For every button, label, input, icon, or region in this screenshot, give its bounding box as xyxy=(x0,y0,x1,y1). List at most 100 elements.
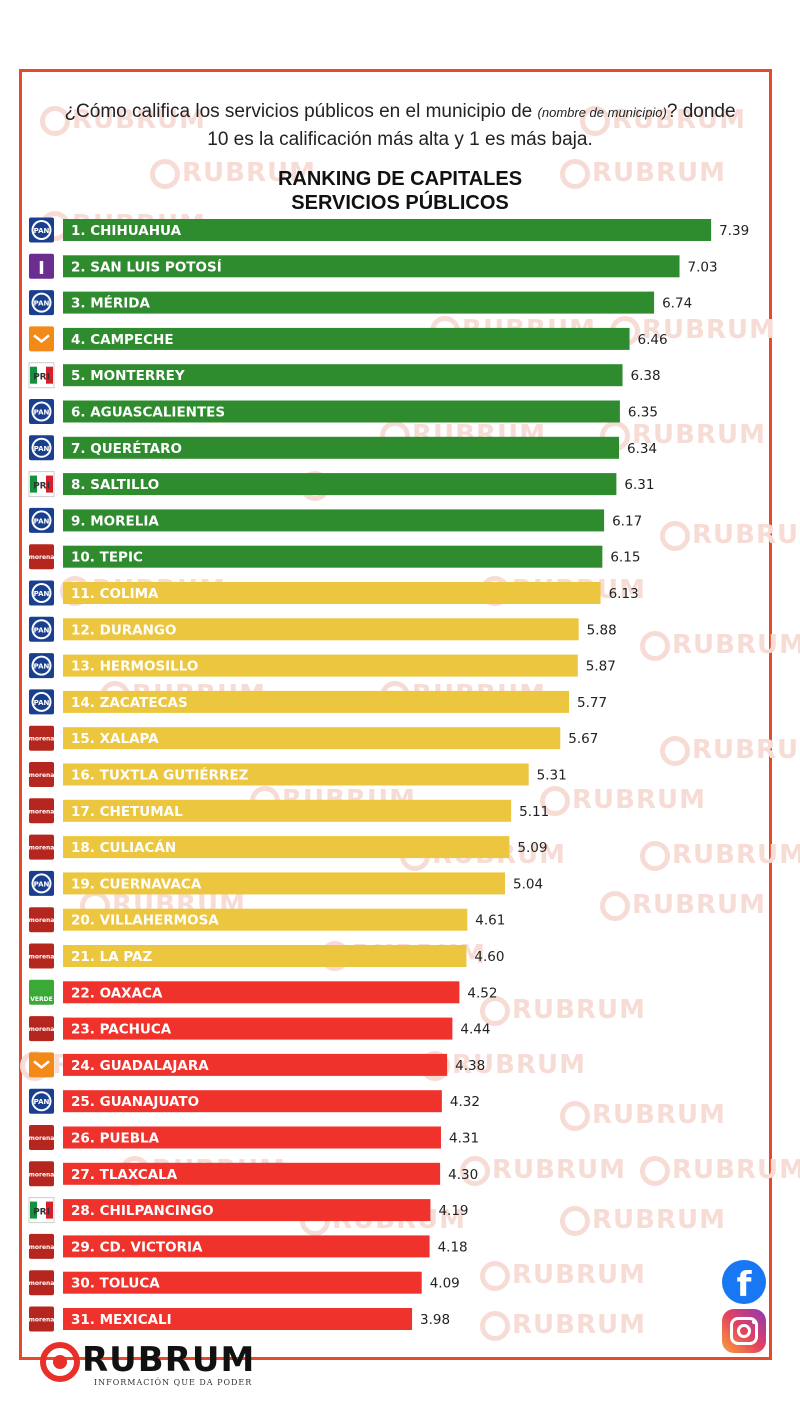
pan-logo-core xyxy=(33,621,50,638)
ranking-row: PAN 25. GUANAJUATO 4.32 xyxy=(29,1088,480,1114)
bar-category-label: 23. PACHUCA xyxy=(71,1022,172,1038)
bar-value-label: 6.35 xyxy=(628,405,658,421)
bar-category-label: 18. CULIACÁN xyxy=(71,839,176,856)
bar-value-label: 6.17 xyxy=(612,513,642,529)
bar-value-label: 6.46 xyxy=(638,332,668,348)
pan-logo-core xyxy=(33,403,50,420)
watermark-text: RUBRUM xyxy=(600,890,766,921)
bar-17 xyxy=(63,799,512,822)
watermark-ring-icon xyxy=(580,105,610,136)
bar-value-label: 6.38 xyxy=(631,368,661,384)
ranking-row: PAN 3. MÉRIDA 6.74 xyxy=(29,290,692,316)
morena-logo-text: morena xyxy=(29,1317,55,1324)
ranking-row: morena 10. TEPIC 6.15 xyxy=(29,544,640,570)
morena-logo-icon xyxy=(29,943,54,969)
pan-logo-core xyxy=(33,439,50,456)
survey-question: ¿Cómo califica los servicios públicos en… xyxy=(60,98,740,153)
brand-tagline: INFORMACIÓN QUE DA PODER xyxy=(94,1378,253,1387)
pri-logo-red xyxy=(46,1201,53,1219)
bar-category-label: 15. XALAPA xyxy=(71,731,159,747)
watermark-ring-icon xyxy=(460,1155,490,1186)
pan-logo-core xyxy=(33,294,50,311)
ranking-row: morena 20. VILLAHERMOSA 4.61 xyxy=(29,907,505,933)
bar-8 xyxy=(63,473,617,496)
watermark-text: RUBRUM xyxy=(40,105,206,136)
bar-value-label: 6.34 xyxy=(627,441,657,457)
pri-logo-green xyxy=(30,1201,37,1219)
bar-value-label: 5.87 xyxy=(586,659,616,675)
pan-logo-core xyxy=(33,875,50,892)
bar-value-label: 6.13 xyxy=(609,586,639,602)
bar-value-label: 7.39 xyxy=(719,223,749,239)
morena-logo-text: morena xyxy=(29,845,55,852)
bar-13 xyxy=(63,654,578,677)
watermark-ring-icon xyxy=(540,785,570,816)
watermark-text: RUBRUM xyxy=(150,158,316,189)
facebook-icon[interactable]: f xyxy=(722,1260,766,1304)
morena-logo-icon xyxy=(29,1161,54,1187)
morena-logo-icon xyxy=(29,1306,54,1332)
bar-category-label: 13. HERMOSILLO xyxy=(71,659,198,675)
bar-value-label: 5.11 xyxy=(519,804,549,820)
ranking-row: morena 17. CHETUMAL 5.11 xyxy=(29,798,549,824)
verde-logo-icon xyxy=(29,979,54,1005)
morena-logo-text: morena xyxy=(29,1280,55,1287)
watermark-ring-icon xyxy=(640,840,670,871)
watermark-text: RUBRUM xyxy=(480,1260,646,1291)
watermark-label: RUBRUM xyxy=(632,890,766,920)
watermark-ring-icon xyxy=(560,1100,590,1131)
bar-15 xyxy=(63,727,561,750)
watermark-ring-icon xyxy=(40,105,70,136)
bar-28 xyxy=(63,1199,431,1222)
watermark-label: RUBRUM xyxy=(512,995,646,1025)
bar-value-label: 5.67 xyxy=(568,731,598,747)
pri-logo-red xyxy=(46,475,53,493)
bar-22 xyxy=(63,981,460,1004)
bar-category-label: 19. CUERNAVACA xyxy=(71,876,202,892)
chart-title-block: RANKING DE CAPITALES SERVICIOS PÚBLICOS xyxy=(150,167,650,215)
ranking-row: PAN 1. CHIHUAHUA 7.39 xyxy=(29,217,749,243)
watermark-ring-icon xyxy=(480,1310,510,1341)
pan-logo-core xyxy=(33,222,50,238)
instagram-camera-body xyxy=(730,1317,758,1345)
bar-19 xyxy=(63,872,506,895)
bar-value-label: 4.44 xyxy=(460,1022,490,1038)
watermark-text: RUBRUM xyxy=(480,1310,646,1341)
morena-logo-text: morena xyxy=(29,1171,55,1178)
bar-category-label: 21. LA PAZ xyxy=(71,949,152,965)
pan-logo-text: PAN xyxy=(34,517,50,525)
bar-category-label: 26. PUEBLA xyxy=(71,1131,160,1147)
bar-25 xyxy=(63,1090,442,1113)
morena-logo-text: morena xyxy=(29,917,55,924)
watermark-label: RUBRUM xyxy=(592,1100,726,1130)
bar-18 xyxy=(63,836,510,859)
pan-logo-text: PAN xyxy=(34,590,50,598)
bar-value-label: 5.77 xyxy=(577,695,607,711)
bar-category-label: 1. CHIHUAHUA xyxy=(71,223,182,239)
bar-category-label: 7. QUERÉTARO xyxy=(71,440,182,457)
pan-logo-text: PAN xyxy=(34,626,50,634)
morena-logo-text: morena xyxy=(29,554,55,561)
watermark-text: RUBRUM xyxy=(660,520,800,551)
watermark-label: RUBRUM xyxy=(512,1260,646,1290)
bar-category-label: 12. DURANGO xyxy=(71,622,176,638)
bar-category-label: 6. AGUASCALIENTES xyxy=(71,405,225,421)
bar-category-label: 9. MORELIA xyxy=(71,513,159,529)
pri-logo-green xyxy=(30,475,37,493)
bar-4 xyxy=(63,327,630,350)
ranking-row: morena 18. CULIACÁN 5.09 xyxy=(29,834,547,860)
watermark-ring-icon xyxy=(660,520,690,551)
bar-category-label: 27. TLAXCALA xyxy=(71,1167,178,1183)
pan-logo-text: PAN xyxy=(34,300,50,308)
chart-title: RANKING DE CAPITALES xyxy=(277,168,523,190)
bar-3 xyxy=(63,291,655,314)
bar-value-label: 4.18 xyxy=(438,1239,468,1255)
watermark-ring-icon xyxy=(560,158,590,189)
mc-logo-eagle xyxy=(33,334,50,344)
bar-value-label: 6.15 xyxy=(610,550,640,566)
bar-category-label: 28. CHILPANCINGO xyxy=(71,1203,214,1219)
bar-6 xyxy=(63,400,620,423)
instagram-icon[interactable] xyxy=(722,1309,766,1353)
question-text-1: ¿Cómo califica los servicios públicos en… xyxy=(64,101,538,122)
